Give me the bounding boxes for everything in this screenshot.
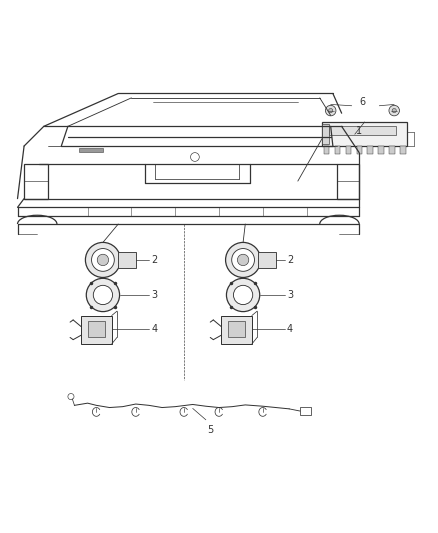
Bar	[357, 146, 362, 154]
Text: 3: 3	[287, 290, 293, 300]
Circle shape	[92, 248, 114, 271]
Circle shape	[85, 243, 120, 278]
Circle shape	[226, 278, 260, 312]
Circle shape	[97, 254, 109, 265]
Bar	[378, 146, 384, 154]
Circle shape	[325, 106, 336, 116]
Bar	[322, 122, 407, 146]
Bar	[81, 316, 112, 344]
Bar	[346, 146, 351, 154]
Text: 2: 2	[287, 255, 293, 265]
Text: 4: 4	[151, 324, 157, 334]
Circle shape	[93, 285, 113, 304]
Text: 1: 1	[356, 126, 362, 136]
Bar	[88, 321, 105, 337]
Text: 4: 4	[287, 324, 293, 334]
Bar	[228, 321, 245, 337]
Bar	[335, 146, 340, 154]
Bar	[337, 164, 359, 199]
Circle shape	[328, 109, 333, 112]
Circle shape	[392, 109, 396, 112]
Text: 3: 3	[151, 290, 157, 300]
Bar	[324, 146, 329, 154]
Bar	[400, 146, 406, 154]
Bar	[300, 407, 311, 415]
Circle shape	[232, 248, 254, 271]
Circle shape	[389, 106, 399, 116]
Bar	[389, 146, 395, 154]
Bar	[322, 124, 328, 144]
Text: 5: 5	[207, 425, 213, 435]
Circle shape	[233, 285, 253, 304]
Bar	[79, 148, 103, 152]
Text: 6: 6	[360, 97, 366, 107]
Bar	[328, 126, 396, 135]
Circle shape	[226, 243, 261, 278]
Bar	[24, 164, 48, 199]
FancyBboxPatch shape	[118, 252, 136, 268]
Circle shape	[237, 254, 249, 265]
Circle shape	[86, 278, 120, 312]
FancyBboxPatch shape	[258, 252, 276, 268]
Text: 2: 2	[151, 255, 157, 265]
Bar	[367, 146, 373, 154]
Bar	[221, 316, 252, 344]
